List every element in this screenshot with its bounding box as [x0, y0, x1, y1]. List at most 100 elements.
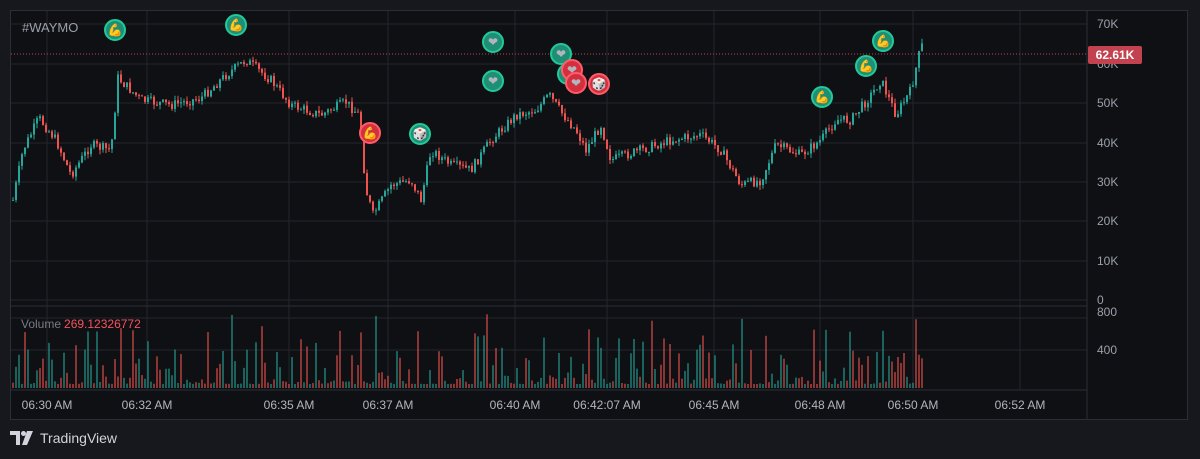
candle-body [303, 105, 305, 110]
volume-bar [918, 354, 920, 388]
candle-body [858, 112, 860, 114]
volume-bar [351, 355, 353, 388]
candle-body [828, 128, 830, 130]
candle-body [651, 142, 653, 152]
volume-bar [60, 377, 62, 388]
branding[interactable]: TradingView [10, 430, 117, 446]
candle-body [267, 79, 269, 83]
dice-icon[interactable]: 🎲 [588, 73, 610, 95]
candle-body [546, 94, 548, 98]
candle-body [117, 74, 119, 113]
candle-body [45, 124, 47, 132]
x-tick: 06:40 AM [489, 398, 541, 412]
candle-body [693, 136, 695, 139]
volume-bar [198, 382, 200, 388]
volume-bar [897, 357, 899, 388]
muscle-icon[interactable]: 💪 [872, 30, 894, 52]
volume-bar [504, 375, 506, 388]
candle-body [558, 101, 560, 106]
candle-body [615, 154, 617, 160]
volume-bar [33, 383, 35, 388]
candle-body [732, 168, 734, 170]
candle-body [717, 145, 719, 153]
muscle-icon[interactable]: 💪 [104, 19, 126, 41]
heart-icon[interactable]: ❤ [482, 70, 504, 92]
candle-body [897, 114, 899, 117]
volume-bar [636, 368, 638, 388]
candle-body [759, 180, 761, 186]
volume-bar [705, 378, 707, 388]
candle-body [63, 152, 65, 161]
y-tick-10k: 10K [1097, 254, 1119, 268]
muscle-icon[interactable]: 💪 [225, 14, 247, 36]
volume-bar [627, 384, 629, 388]
volume-bar [309, 384, 311, 388]
volume-bar [174, 349, 176, 388]
volume-bar [696, 349, 698, 388]
candle-body [327, 109, 329, 113]
volume-bar [114, 359, 116, 388]
volume-bar [879, 382, 881, 388]
candle-body [363, 137, 365, 173]
volume-bar [555, 378, 557, 388]
candle-body [21, 154, 23, 166]
tradingview-brand: TradingView [40, 430, 118, 446]
volume-bar [144, 378, 146, 388]
candle-body [345, 99, 347, 104]
volume-bar [402, 381, 404, 388]
volume-bar [393, 383, 395, 388]
volume-bar [84, 349, 86, 388]
candle-body [750, 177, 752, 181]
candle-body [879, 85, 881, 90]
candle-body [774, 143, 776, 153]
volume-bar [162, 383, 164, 388]
volume-bar [660, 364, 662, 388]
candle-body [894, 103, 896, 117]
volume-bar [207, 332, 209, 388]
volume-bar [408, 369, 410, 388]
candle-body [435, 151, 437, 157]
volume-bar [483, 335, 485, 388]
candle-body [495, 136, 497, 143]
volume-bar [15, 366, 17, 388]
candle-body [36, 118, 38, 124]
volume-bar [708, 352, 710, 388]
volume-bar [516, 368, 518, 388]
dice-icon[interactable]: 🎲 [409, 123, 431, 145]
x-tick: 06:45 AM [688, 398, 740, 412]
volume-bar [633, 339, 635, 388]
volume-bar [573, 377, 575, 388]
volume-bar [141, 375, 143, 388]
volume-bar [108, 383, 110, 388]
heart-icon[interactable]: ❤ [482, 31, 504, 53]
candle-body [381, 196, 383, 201]
candle-body [534, 112, 536, 114]
candle-body [714, 140, 716, 146]
volume-bar [435, 383, 437, 388]
volume-bar [915, 319, 917, 388]
candle-body [171, 104, 173, 109]
candle-body [237, 63, 239, 65]
muscle-icon[interactable]: 💪 [811, 86, 833, 108]
candle-body [870, 92, 872, 103]
candle-body [876, 89, 878, 91]
candle-body [351, 101, 353, 113]
candle-body [87, 151, 89, 155]
heart-icon[interactable]: ❤ [565, 72, 587, 94]
volume-bar [138, 358, 140, 388]
volume-bar [720, 383, 722, 388]
volume-bar [318, 380, 320, 388]
muscle-icon[interactable]: 💪 [855, 55, 877, 77]
volume-bar [552, 377, 554, 388]
muscle-icon[interactable]: 💪 [359, 122, 381, 144]
volume-bar [891, 361, 893, 388]
volume-bar [798, 378, 800, 388]
volume-bar [330, 381, 332, 388]
volume-bar [21, 383, 23, 388]
candle-body [630, 156, 632, 159]
candle-body [204, 89, 206, 97]
candle-body [603, 127, 605, 140]
volume-bar [24, 332, 26, 388]
candle-body [741, 184, 743, 186]
